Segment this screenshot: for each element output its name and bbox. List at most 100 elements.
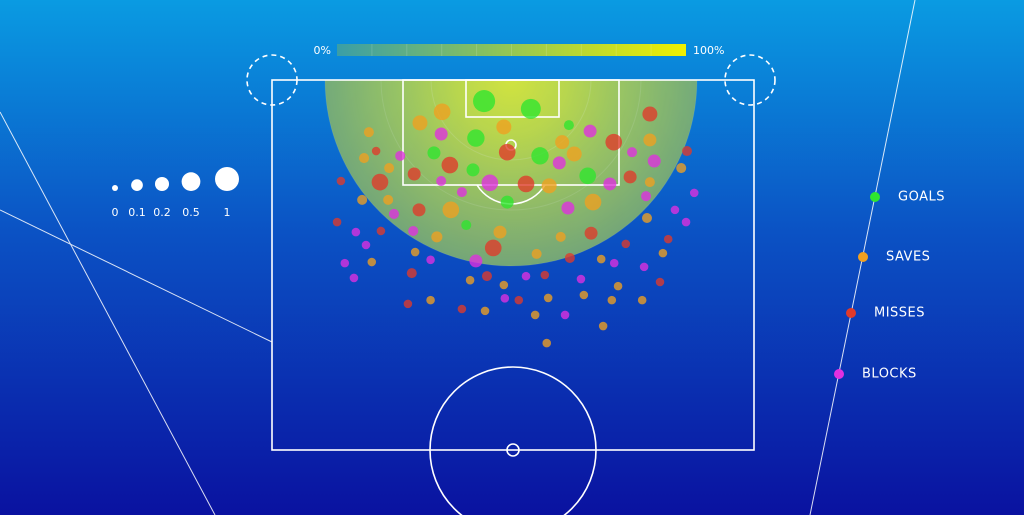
shot <box>637 295 647 305</box>
size-legend-dot <box>181 172 201 191</box>
shot <box>412 115 428 131</box>
shot <box>336 176 346 186</box>
shot <box>647 154 661 168</box>
shot <box>363 127 374 138</box>
shot <box>349 273 359 283</box>
size-legend-label: 0.2 <box>153 206 171 219</box>
shot <box>484 239 502 257</box>
shot <box>521 271 531 281</box>
shot <box>627 147 638 158</box>
size-legend: 0 0.1 0.2 0.5 1 <box>112 167 239 219</box>
shot <box>530 310 540 320</box>
legend-marker <box>858 252 868 262</box>
shot <box>351 227 361 237</box>
legend-label: BLOCKS <box>862 367 917 382</box>
shot <box>406 268 417 279</box>
shot <box>531 248 542 259</box>
shot <box>388 208 399 219</box>
shot <box>410 247 420 257</box>
shot <box>642 106 658 122</box>
shot <box>371 146 381 156</box>
shot <box>644 177 655 188</box>
shot <box>457 304 467 314</box>
legend-marker <box>870 192 880 202</box>
size-legend-dot <box>154 176 170 192</box>
shot <box>623 170 637 184</box>
legend-label: GOALS <box>898 190 945 205</box>
shot <box>481 174 499 192</box>
shot <box>681 217 691 227</box>
shot <box>434 127 448 141</box>
shot <box>436 175 447 187</box>
shot <box>579 167 597 185</box>
shot <box>583 124 597 138</box>
shot <box>461 220 472 231</box>
size-legend-label: 0.5 <box>182 206 200 219</box>
shot <box>543 293 553 303</box>
shot <box>359 153 370 164</box>
shot <box>441 156 459 174</box>
shot <box>584 226 598 240</box>
shot <box>465 275 475 285</box>
shot <box>383 194 394 205</box>
shot <box>498 143 516 161</box>
shot <box>621 239 631 249</box>
colorbar-label: 0% <box>314 44 331 57</box>
shot <box>676 163 687 174</box>
shot <box>576 274 586 284</box>
shot <box>412 203 426 217</box>
shot <box>689 188 699 198</box>
legend-marker <box>834 369 844 379</box>
legend-marker <box>846 308 856 318</box>
shot <box>641 212 653 224</box>
shot <box>584 193 602 211</box>
shot <box>500 195 514 209</box>
shot <box>552 156 566 170</box>
legend: GOALS SAVES MISSES BLOCKS <box>834 190 945 382</box>
shot <box>655 277 665 287</box>
shot <box>433 103 451 121</box>
shot <box>426 255 435 265</box>
shot <box>384 163 395 174</box>
shot <box>496 119 512 135</box>
shot <box>332 217 342 227</box>
shot <box>357 194 368 205</box>
shot <box>613 281 623 291</box>
shot <box>658 248 668 258</box>
shot <box>540 270 550 280</box>
shot <box>480 306 490 316</box>
shot <box>541 178 557 194</box>
pitch <box>246 54 776 515</box>
shot <box>403 299 413 309</box>
shot <box>473 90 496 113</box>
shot <box>408 225 419 236</box>
size-legend-dot <box>215 167 239 191</box>
shot <box>641 191 652 202</box>
shot <box>361 240 371 250</box>
shot <box>376 226 386 236</box>
shot <box>427 146 441 160</box>
shots <box>332 90 699 348</box>
shot <box>563 120 574 131</box>
shot <box>481 271 492 282</box>
shot <box>466 163 480 177</box>
shot <box>609 258 619 268</box>
shot <box>531 147 549 165</box>
colorbar-label: 100% <box>693 44 724 57</box>
shot <box>426 295 435 305</box>
shot <box>663 234 673 244</box>
shot <box>596 254 606 264</box>
colorbar: 0% 100% <box>314 44 724 57</box>
shot <box>579 290 589 300</box>
size-legend-label: 0 <box>112 206 119 219</box>
shot <box>607 295 617 305</box>
shot <box>500 294 510 303</box>
shot <box>603 177 617 191</box>
shot <box>367 257 377 267</box>
shot <box>681 146 693 157</box>
shot <box>340 258 350 268</box>
shot <box>520 98 541 119</box>
size-legend-dot <box>131 179 143 191</box>
shot <box>643 133 657 147</box>
